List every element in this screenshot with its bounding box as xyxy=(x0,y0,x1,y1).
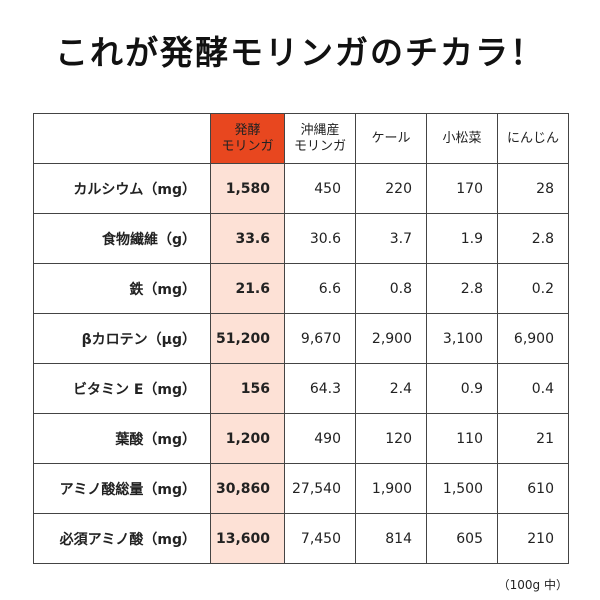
table-row: 鉄（mg） 21.6 6.6 0.8 2.8 0.2 xyxy=(33,263,569,314)
value-cell: 21 xyxy=(497,413,569,464)
table-row: 葉酸（mg） 1,200 490 120 110 21 xyxy=(33,413,569,464)
nutrition-comparison-table: 発酵 モリンガ 沖縄産 モリンガ ケール 小松菜 にんじん カルシウム（mg） … xyxy=(33,113,569,564)
header-line-1: ケール xyxy=(371,130,411,146)
table-row: カルシウム（mg） 1,580 450 220 170 28 xyxy=(33,163,569,214)
fermented-value: 21.6 xyxy=(210,263,285,314)
value-cell: 814 xyxy=(355,513,427,564)
value-cell: 7,450 xyxy=(284,513,356,564)
header-row: 発酵 モリンガ 沖縄産 モリンガ ケール 小松菜 にんじん xyxy=(33,113,569,164)
row-label: 鉄（mg） xyxy=(33,263,211,314)
value-cell: 6,900 xyxy=(497,313,569,364)
unit-note: （100g 中） xyxy=(497,578,568,592)
header-corner xyxy=(33,113,211,164)
header-line-2: モリンガ xyxy=(221,138,274,154)
value-cell: 27,540 xyxy=(284,463,356,514)
value-cell: 170 xyxy=(426,163,498,214)
value-cell: 605 xyxy=(426,513,498,564)
fermented-value: 1,200 xyxy=(210,413,285,464)
fermented-value: 51,200 xyxy=(210,313,285,364)
value-cell: 2.4 xyxy=(355,363,427,414)
header-line-1: 小松菜 xyxy=(442,130,482,146)
table-row: βカロテン（μg） 51,200 9,670 2,900 3,100 6,900 xyxy=(33,313,569,364)
value-cell: 220 xyxy=(355,163,427,214)
value-cell: 110 xyxy=(426,413,498,464)
header-line-1: 沖縄産 xyxy=(300,122,340,138)
row-label: カルシウム（mg） xyxy=(33,163,211,214)
value-cell: 0.8 xyxy=(355,263,427,314)
table-row: 必須アミノ酸（mg） 13,600 7,450 814 605 210 xyxy=(33,513,569,564)
value-cell: 490 xyxy=(284,413,356,464)
row-label: アミノ酸総量（mg） xyxy=(33,463,211,514)
table-row: ビタミン E（mg） 156 64.3 2.4 0.9 0.4 xyxy=(33,363,569,414)
fermented-value: 156 xyxy=(210,363,285,414)
row-label: 葉酸（mg） xyxy=(33,413,211,464)
value-cell: 6.6 xyxy=(284,263,356,314)
row-label: 必須アミノ酸（mg） xyxy=(33,513,211,564)
fermented-value: 1,580 xyxy=(210,163,285,214)
header-carrot: にんじん xyxy=(497,113,569,164)
value-cell: 1,900 xyxy=(355,463,427,514)
value-cell: 1.9 xyxy=(426,213,498,264)
value-cell: 0.9 xyxy=(426,363,498,414)
header-okinawa-moringa: 沖縄産 モリンガ xyxy=(284,113,356,164)
header-komatsuna: 小松菜 xyxy=(426,113,498,164)
value-cell: 120 xyxy=(355,413,427,464)
header-line-1: にんじん xyxy=(506,130,559,146)
row-label: 食物繊維（g） xyxy=(33,213,211,264)
table-row: 食物繊維（g） 33.6 30.6 3.7 1.9 2.8 xyxy=(33,213,569,264)
value-cell: 30.6 xyxy=(284,213,356,264)
value-cell: 28 xyxy=(497,163,569,214)
value-cell: 0.2 xyxy=(497,263,569,314)
header-line-1: 発酵 xyxy=(234,122,261,138)
page-title: これが発酵モリンガのチカラ！ xyxy=(55,33,545,72)
value-cell: 64.3 xyxy=(284,363,356,414)
fermented-value: 33.6 xyxy=(210,213,285,264)
value-cell: 610 xyxy=(497,463,569,514)
header-fermented-moringa: 発酵 モリンガ xyxy=(210,113,285,164)
value-cell: 3.7 xyxy=(355,213,427,264)
value-cell: 210 xyxy=(497,513,569,564)
row-label: ビタミン E（mg） xyxy=(33,363,211,414)
value-cell: 2.8 xyxy=(497,213,569,264)
value-cell: 450 xyxy=(284,163,356,214)
value-cell: 2.8 xyxy=(426,263,498,314)
header-kale: ケール xyxy=(355,113,427,164)
value-cell: 2,900 xyxy=(355,313,427,364)
table-row: アミノ酸総量（mg） 30,860 27,540 1,900 1,500 610 xyxy=(33,463,569,514)
value-cell: 1,500 xyxy=(426,463,498,514)
fermented-value: 13,600 xyxy=(210,513,285,564)
value-cell: 3,100 xyxy=(426,313,498,364)
header-line-2: モリンガ xyxy=(293,138,346,154)
value-cell: 0.4 xyxy=(497,363,569,414)
value-cell: 9,670 xyxy=(284,313,356,364)
row-label: βカロテン（μg） xyxy=(33,313,211,364)
fermented-value: 30,860 xyxy=(210,463,285,514)
